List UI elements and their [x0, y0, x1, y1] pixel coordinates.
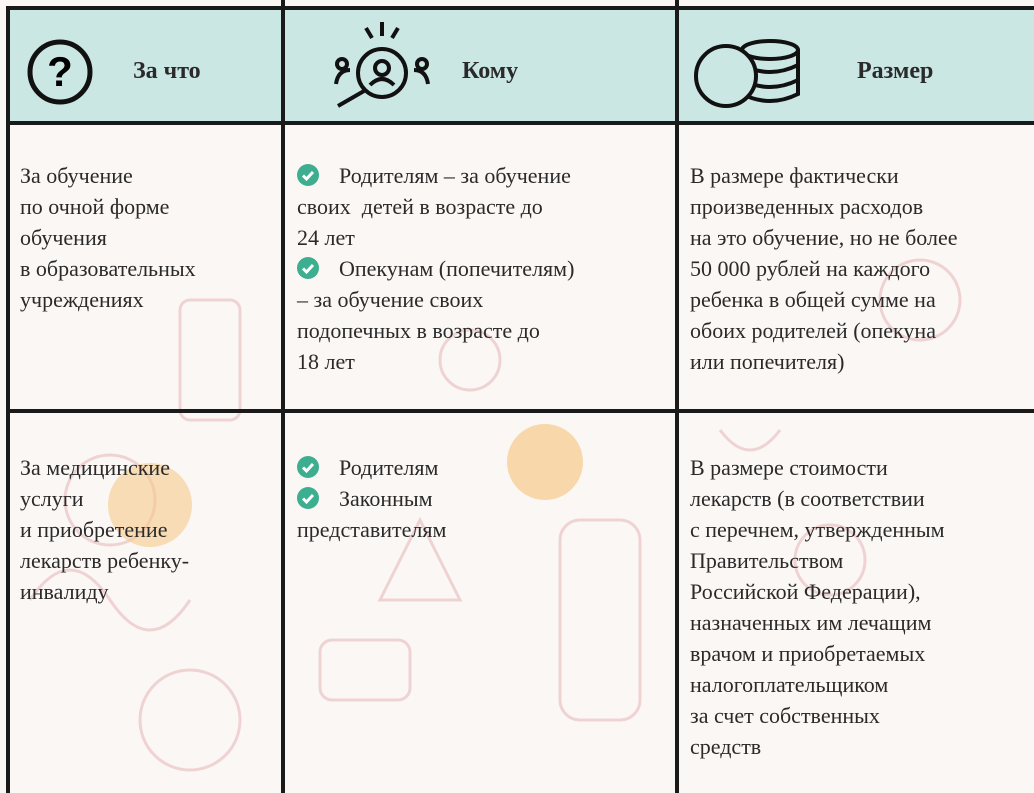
cell-line: и приобретение: [20, 517, 168, 542]
cell-line: В размере фактически: [690, 163, 899, 188]
cell-line: В размере стоимости: [690, 455, 888, 480]
cell-line: произведенных расходов: [690, 194, 924, 219]
cell-line: учреждениях: [20, 287, 144, 312]
table-border: [281, 0, 285, 793]
table-cell: В размере стоимости лекарств (в соответст…: [690, 452, 945, 762]
cell-text: Опекунам (попечителям): [339, 256, 575, 281]
table-cell: За обучение по очной форме обучения в образ…: [20, 160, 196, 315]
header-background: [8, 8, 1034, 122]
cell-line: врачом и приобретаемых: [690, 641, 926, 666]
cell-line: – за обучение своих: [297, 284, 574, 315]
table-cell: Родителям – за обучение своих детей в воз…: [297, 160, 574, 377]
table-cell: Родителям Законным представителям: [297, 452, 446, 545]
cell-line: Родителям – за обучение: [297, 160, 574, 191]
column-header: За что: [133, 58, 201, 84]
cell-line: Российской Федерации),: [690, 579, 921, 604]
cell-line: представителям: [297, 514, 446, 545]
cell-text: подопечных в возрасте до: [297, 318, 540, 343]
check-icon: [297, 256, 319, 279]
cell-text: Родителям: [339, 455, 439, 480]
cell-line: услуги: [20, 486, 84, 511]
cell-line: Родителям: [297, 452, 446, 483]
cell-text: Законным: [339, 486, 433, 511]
table-cell: В размере фактически произведенных расход…: [690, 160, 958, 377]
cell-line: инвалиду: [20, 579, 109, 604]
cell-text: представителям: [297, 517, 447, 542]
column-header: Размер: [857, 58, 934, 84]
cell-line: обоих родителей (опекуна: [690, 318, 936, 343]
cell-line: 24 лет: [297, 222, 574, 253]
cell-text: 24 лет: [297, 225, 355, 250]
cell-text: 18 лет: [297, 349, 355, 374]
cell-line: своих детей в возрасте до: [297, 191, 574, 222]
cell-line: За медицинские: [20, 455, 170, 480]
check-icon: [297, 163, 319, 186]
cell-line: подопечных в возрасте до: [297, 315, 574, 346]
column-header: Кому: [462, 58, 519, 84]
coins-icon: [694, 39, 800, 108]
question-icon: ?: [27, 39, 93, 105]
cell-line: лекарств ребенку-: [20, 548, 190, 573]
cell-line: За обучение: [20, 163, 133, 188]
cell-line: средств: [690, 734, 762, 759]
table-border: [675, 0, 679, 793]
check-icon: [297, 486, 319, 509]
cell-text: своих детей в возрасте до: [297, 194, 543, 219]
cell-line: с перечнем, утвержденным: [690, 517, 945, 542]
table-border: [6, 121, 1034, 125]
cell-line: обучения: [20, 225, 107, 250]
cell-text: – за обучение своих: [297, 287, 484, 312]
cell-line: за счет собственных: [690, 703, 880, 728]
cell-line: налогоплательщиком: [690, 672, 889, 697]
table-border: [6, 8, 10, 793]
cell-line: по очной форме: [20, 194, 170, 219]
cell-line: в образовательных: [20, 256, 196, 281]
cell-line: назначенных им лечащим: [690, 610, 932, 635]
cell-line: Правительством: [690, 548, 844, 573]
cell-line: Законным: [297, 483, 446, 514]
cell-line: 50 000 рублей на каждого: [690, 256, 931, 281]
cell-line: на это обучение, но не более: [690, 225, 958, 250]
cell-line: Опекунам (попечителям): [297, 253, 574, 284]
svg-text:?: ?: [47, 48, 73, 95]
cell-line: 18 лет: [297, 346, 574, 377]
cell-line: ребенка в общей сумме на: [690, 287, 936, 312]
table-border: [6, 6, 1034, 10]
table-border: [6, 409, 1034, 413]
cell-text: Родителям – за обучение: [339, 163, 571, 188]
cell-line: или попечителя): [690, 349, 845, 374]
cell-line: лекарств (в соответствии: [690, 486, 925, 511]
check-icon: [297, 455, 319, 478]
search-person-icon: [334, 22, 430, 108]
table-cell: За медицинские услуги и приобретение лекарс…: [20, 452, 189, 607]
